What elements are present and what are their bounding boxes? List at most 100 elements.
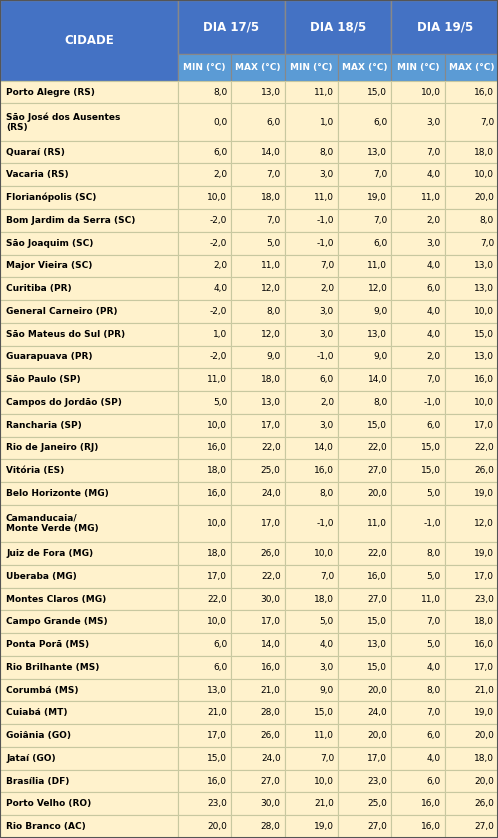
Text: 5,0: 5,0 [426,572,441,581]
Bar [445,103,498,141]
Bar [285,369,338,391]
Bar [338,504,391,542]
Text: -1,0: -1,0 [317,519,334,528]
Text: 4,0: 4,0 [427,261,441,271]
Text: Vitória (ES): Vitória (ES) [6,466,64,475]
Text: 14,0: 14,0 [368,375,387,384]
Text: 20,0: 20,0 [368,731,387,740]
Bar [0,679,178,701]
Bar [0,724,178,747]
Text: 16,0: 16,0 [474,640,494,649]
Bar [445,414,498,437]
Text: 17,0: 17,0 [207,731,227,740]
Bar [178,437,232,459]
Text: 7,0: 7,0 [320,261,334,271]
Text: 12,0: 12,0 [261,329,281,339]
Text: 24,0: 24,0 [368,708,387,717]
Bar [0,103,178,141]
Bar [445,504,498,542]
Text: 15,0: 15,0 [207,754,227,763]
Bar [391,482,445,504]
Text: 26,0: 26,0 [261,549,281,558]
Bar [232,369,285,391]
Bar [0,255,178,277]
Bar [338,232,391,255]
Bar [391,345,445,369]
Bar [0,391,178,414]
Bar [0,141,178,163]
Text: 27,0: 27,0 [368,594,387,603]
Bar [232,482,285,504]
Text: 10,0: 10,0 [474,398,494,407]
Bar [232,459,285,482]
Text: 8,0: 8,0 [373,398,387,407]
Text: 22,0: 22,0 [261,443,281,453]
Text: 14,0: 14,0 [314,443,334,453]
Bar [232,770,285,793]
Bar [285,587,338,610]
Text: 11,0: 11,0 [368,519,387,528]
Text: 11,0: 11,0 [368,261,387,271]
Bar [232,701,285,724]
Bar [391,414,445,437]
Bar [178,459,232,482]
Text: 21,0: 21,0 [474,685,494,695]
Bar [285,163,338,186]
Text: 4,0: 4,0 [427,754,441,763]
Bar [338,815,391,838]
Text: 3,0: 3,0 [320,307,334,316]
Bar [0,793,178,815]
Bar [285,209,338,232]
Text: Corumbá (MS): Corumbá (MS) [6,685,79,695]
Bar [0,610,178,634]
Bar [338,587,391,610]
Text: -1,0: -1,0 [317,239,334,247]
Text: 13,0: 13,0 [368,640,387,649]
Bar [338,255,391,277]
Text: 21,0: 21,0 [261,685,281,695]
Text: 21,0: 21,0 [208,708,227,717]
Bar [338,565,391,587]
Bar [338,391,391,414]
Bar [232,504,285,542]
Bar [178,587,232,610]
Bar [285,459,338,482]
Text: 7,0: 7,0 [266,170,281,179]
Bar [232,793,285,815]
Bar [391,103,445,141]
Text: 2,0: 2,0 [427,353,441,361]
Text: 18,0: 18,0 [207,466,227,475]
Bar [285,656,338,679]
Text: 25,0: 25,0 [261,466,281,475]
Text: 10,0: 10,0 [207,421,227,430]
Text: 18,0: 18,0 [207,549,227,558]
Bar [232,103,285,141]
Bar [391,186,445,209]
Bar [391,141,445,163]
Text: 6,0: 6,0 [426,421,441,430]
Text: 28,0: 28,0 [261,822,281,831]
Text: 2,0: 2,0 [213,170,227,179]
Bar [391,504,445,542]
Text: 28,0: 28,0 [261,708,281,717]
Text: -2,0: -2,0 [210,353,227,361]
Text: 16,0: 16,0 [368,572,387,581]
Text: 16,0: 16,0 [207,777,227,785]
Text: 3,0: 3,0 [320,663,334,672]
Text: 30,0: 30,0 [260,594,281,603]
Text: DIA 19/5: DIA 19/5 [416,20,473,34]
Bar [178,701,232,724]
Bar [338,80,391,103]
Bar [391,300,445,323]
Bar [178,323,232,345]
Text: 11,0: 11,0 [421,193,441,202]
Text: General Carneiro (PR): General Carneiro (PR) [6,307,118,316]
Text: Guarapuava (PR): Guarapuava (PR) [6,353,93,361]
Bar [445,542,498,565]
Bar [391,80,445,103]
Text: 23,0: 23,0 [474,594,494,603]
Text: 5,0: 5,0 [320,618,334,626]
Bar [178,255,232,277]
Text: 19,0: 19,0 [314,822,334,831]
Bar [232,186,285,209]
